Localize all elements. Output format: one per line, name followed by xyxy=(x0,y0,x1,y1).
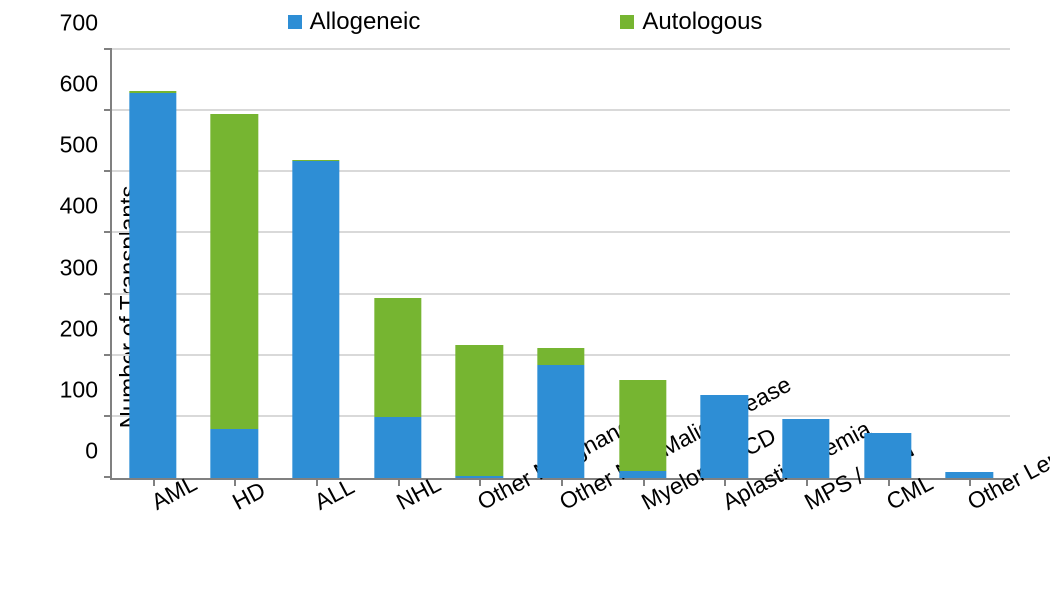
x-tick-mark xyxy=(643,478,645,486)
bar-segment-allogeneic xyxy=(129,93,176,478)
x-tick-mark xyxy=(153,478,155,486)
y-tick-label: 700 xyxy=(60,10,98,37)
legend-swatch-autologous xyxy=(620,15,634,29)
y-tick-label: 600 xyxy=(60,71,98,98)
y-tick-mark xyxy=(104,48,112,50)
y-tick-mark xyxy=(104,109,112,111)
y-tick-label: 200 xyxy=(60,315,98,342)
bar-segment-allogeneic xyxy=(864,433,911,478)
x-tick-mark xyxy=(888,478,890,486)
plot-area: 0100200300400500600700AMLHDALLNHLOther M… xyxy=(110,50,1010,480)
bar-segment-allogeneic xyxy=(292,161,339,478)
bar-segment-allogeneic xyxy=(619,471,666,478)
y-tick-mark xyxy=(104,354,112,356)
legend-item-allogeneic: Allogeneic xyxy=(288,8,421,36)
bar-segment-autologous xyxy=(292,160,339,161)
bar-segment-autologous xyxy=(211,114,258,429)
x-tick-mark xyxy=(479,478,481,486)
bar-segment-autologous xyxy=(619,380,666,470)
gridline xyxy=(112,48,1010,50)
bar-segment-allogeneic xyxy=(782,419,829,478)
x-tick-mark xyxy=(234,478,236,486)
y-tick-label: 400 xyxy=(60,193,98,220)
y-tick-mark xyxy=(104,476,112,478)
x-tick-label: Other Leukemia xyxy=(963,415,1050,516)
legend: Allogeneic Autologous xyxy=(0,8,1050,36)
legend-item-autologous: Autologous xyxy=(620,8,762,36)
bar-segment-autologous xyxy=(537,348,584,365)
x-tick-mark xyxy=(398,478,400,486)
x-tick-mark xyxy=(806,478,808,486)
legend-label-allogeneic: Allogeneic xyxy=(310,8,421,36)
x-tick-mark xyxy=(724,478,726,486)
gridline xyxy=(112,109,1010,111)
y-tick-label: 300 xyxy=(60,254,98,281)
x-tick-mark xyxy=(969,478,971,486)
y-tick-mark xyxy=(104,231,112,233)
y-tick-mark xyxy=(104,293,112,295)
bar-segment-autologous xyxy=(129,91,176,93)
bar-segment-allogeneic xyxy=(374,417,421,478)
bar-segment-allogeneic xyxy=(211,429,258,478)
bar-segment-allogeneic xyxy=(701,395,748,478)
x-tick-mark xyxy=(561,478,563,486)
legend-swatch-allogeneic xyxy=(288,15,302,29)
bar-segment-allogeneic xyxy=(537,365,584,478)
legend-label-autologous: Autologous xyxy=(642,8,762,36)
y-tick-label: 500 xyxy=(60,132,98,159)
bar-segment-autologous xyxy=(456,345,503,476)
bar-segment-autologous xyxy=(374,298,421,417)
y-tick-mark xyxy=(104,170,112,172)
y-tick-label: 0 xyxy=(85,438,98,465)
y-tick-label: 100 xyxy=(60,376,98,403)
y-tick-mark xyxy=(104,415,112,417)
chart-container: Allogeneic Autologous Number of Transpla… xyxy=(0,0,1050,613)
x-tick-mark xyxy=(316,478,318,486)
